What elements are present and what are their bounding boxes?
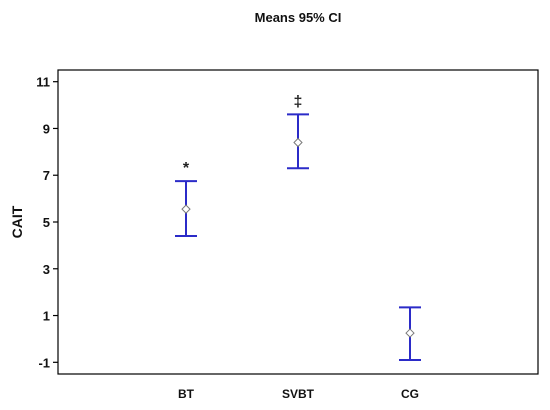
significance-annotation: *	[183, 160, 190, 177]
x-tick-label: BT	[178, 387, 195, 401]
y-tick-label: 3	[43, 262, 50, 277]
y-tick-label: 7	[43, 168, 50, 183]
y-axis-label: CAIT	[9, 205, 25, 238]
chart-title: Means 95% CI	[255, 10, 342, 25]
y-ticks: -1 1 3 5 7 9 11	[36, 75, 58, 370]
error-bars: *‡	[175, 93, 421, 361]
y-tick-label: 5	[43, 215, 50, 230]
mean-marker	[181, 204, 191, 214]
y-tick-label: 11	[36, 75, 50, 90]
mean-marker	[405, 328, 415, 338]
mean-marker	[293, 137, 303, 148]
y-tick-label: 1	[43, 309, 50, 324]
x-tick-label: CG	[401, 387, 419, 401]
significance-annotation: ‡	[294, 93, 303, 110]
x-ticks: BT SVBT CG	[178, 387, 419, 401]
y-tick-label: 9	[43, 121, 50, 136]
x-tick-label: SVBT	[282, 387, 315, 401]
y-tick-label: -1	[38, 355, 50, 370]
